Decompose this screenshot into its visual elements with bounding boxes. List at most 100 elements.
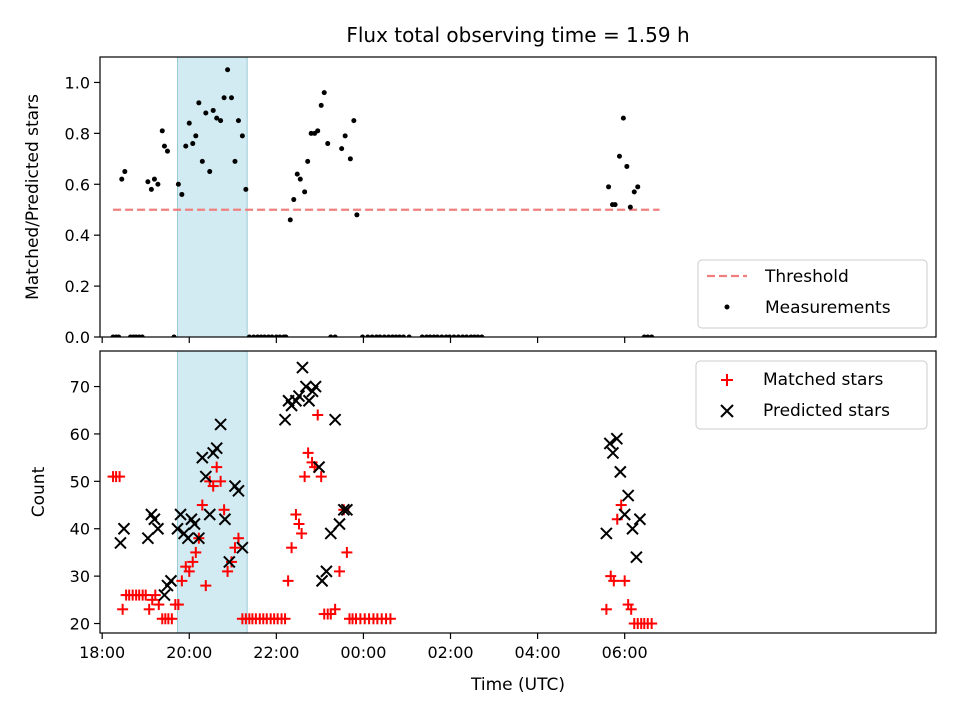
predicted-star-point: [210, 441, 223, 455]
measurement-point: [175, 181, 181, 187]
measurement-point: [475, 334, 481, 337]
top-legend-box: [697, 259, 928, 329]
matched-star-point: [333, 565, 345, 577]
predicted-star-point: [296, 361, 309, 374]
top-axes-frame: [99, 56, 937, 338]
measurement-point: [145, 179, 151, 185]
measurement-point: [460, 334, 466, 337]
measurement-point: [243, 186, 249, 192]
y-tick-label: 0.6: [65, 175, 90, 194]
matched-star-point: [306, 456, 318, 468]
measurement-point: [297, 176, 303, 182]
bottom-axes-frame: [99, 350, 937, 634]
predicted-star-point: [158, 588, 171, 602]
matched-star-point: [286, 542, 298, 554]
matched-star-point: [293, 518, 305, 530]
measurement-point: [196, 100, 202, 106]
measurement-point: [351, 118, 357, 124]
predicted-star-point: [192, 532, 206, 545]
measurement-point: [339, 146, 345, 152]
predicted-star-point: [218, 513, 232, 526]
measurement-point: [606, 184, 612, 190]
predicted-star-point: [315, 574, 329, 588]
matched-star-point: [282, 575, 294, 587]
matched-star-point: [229, 542, 241, 554]
matched-star-point: [117, 603, 129, 615]
measurement-point: [239, 133, 245, 139]
predicted-star-point: [614, 465, 627, 479]
y-tick-label: 0.8: [65, 124, 90, 143]
measurement-point: [235, 118, 241, 124]
x-tick-label: 20:00: [166, 643, 212, 662]
bottom-panel: 20 30 40 50 60 70 18:00 20:00 22:00 00:00 02:00 04…: [29, 350, 937, 695]
top-legend: Threshold Measurements: [697, 259, 928, 329]
x-tick-label: 06:00: [602, 643, 648, 662]
measurement-point: [649, 334, 655, 337]
x-tick-label: 04:00: [515, 643, 561, 662]
legend-measurements-swatch: [724, 304, 730, 310]
matched-star-point: [215, 475, 227, 487]
legend-matched-label: Matched stars: [763, 370, 883, 390]
predicted-star-point: [630, 550, 643, 564]
measurement-point: [246, 334, 252, 337]
measurement-point: [221, 95, 227, 101]
matched-star-point: [279, 613, 291, 625]
matched-star-point: [172, 599, 184, 611]
measurement-point: [151, 176, 157, 182]
measurement-point: [302, 189, 308, 195]
measurement-point: [332, 334, 338, 337]
measurement-point: [381, 334, 387, 337]
predicted-star-point: [203, 508, 216, 521]
measurement-point: [228, 95, 234, 101]
matched-star-point: [207, 480, 219, 492]
measurement-point: [139, 334, 145, 337]
matched-star-point: [290, 509, 302, 521]
measurement-point: [291, 197, 297, 203]
measurement-point: [116, 334, 122, 337]
x-tick-label: 00:00: [340, 643, 386, 662]
measurement-point: [225, 67, 231, 73]
measurement-point: [305, 158, 311, 164]
measurement-point: [283, 334, 289, 337]
measurement-point: [451, 334, 457, 337]
measurement-point: [207, 169, 213, 175]
predicted-star-point: [320, 565, 333, 578]
matched-star-point: [625, 603, 637, 615]
measurement-point: [479, 334, 485, 337]
measurement-point: [122, 169, 128, 175]
measurement-point: [377, 334, 383, 337]
predicted-star-point: [606, 446, 620, 460]
matched-star-point: [187, 556, 199, 568]
measurement-point: [183, 143, 189, 149]
predicted-star-point: [114, 536, 127, 550]
predicted-star-point: [633, 513, 647, 526]
measurement-point: [369, 334, 375, 337]
predicted-star-point: [328, 413, 342, 426]
matched-star-point: [619, 575, 631, 587]
matched-star-point: [615, 499, 627, 511]
matched-star-point: [315, 471, 327, 483]
measurement-point: [620, 115, 626, 121]
matched-star-point: [166, 613, 178, 625]
y-tick-label: 0.2: [65, 277, 90, 296]
measurement-point: [321, 90, 327, 96]
measurement-point: [386, 334, 392, 337]
measurement-point: [203, 110, 209, 116]
measurement-point: [308, 130, 314, 136]
measurement-point: [464, 334, 470, 337]
top-shaded-region: [177, 57, 248, 337]
legend-matched-swatch: [721, 374, 733, 386]
measurement-point: [179, 191, 185, 197]
predicted-star-point: [302, 394, 316, 407]
top-y-axis-label: Matched/Predicted stars: [23, 94, 43, 300]
measurement-point: [287, 217, 293, 223]
measurement-point: [148, 186, 154, 192]
matched-star-point: [149, 589, 161, 601]
measurement-point: [400, 334, 406, 337]
measurement-point: [171, 334, 177, 337]
legend-predicted-swatch: [720, 404, 734, 418]
matched-star-point: [222, 565, 234, 577]
measurement-point: [447, 334, 453, 337]
measurement-point: [406, 334, 412, 337]
predicted-star-point: [232, 484, 245, 498]
